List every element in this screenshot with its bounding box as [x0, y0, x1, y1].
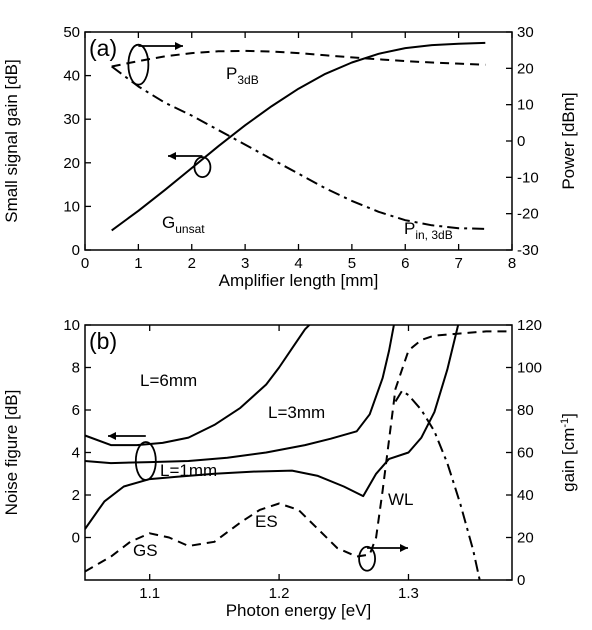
- panel-a-y-axis-title: Small signal gain [dB]: [2, 59, 21, 222]
- panel-a-y2-tick-label: 10: [517, 97, 534, 114]
- panel-b-y2-tick-label: 60: [517, 445, 534, 462]
- panel-b-panel-tag: (b): [89, 328, 117, 354]
- label-pin3db: Pin, 3dB: [404, 219, 453, 242]
- panel-a-x-tick-label: 2: [188, 255, 196, 272]
- label-l3mm: L=3mm: [268, 403, 325, 422]
- panel-b-series-gain-ground-state: [85, 330, 512, 573]
- label-p3db-main: P: [226, 64, 237, 83]
- panel-a-y-tick-label: 40: [63, 68, 80, 85]
- panel-a-x-tick-label: 5: [348, 255, 356, 272]
- panel-a-y-tick-label: 20: [63, 155, 80, 172]
- panel-b-y2-axis-title: gain [cm-1]: [559, 413, 578, 492]
- panel-b-y-tick-label: 0: [72, 530, 80, 547]
- panel-b-y2-axis-title-tail: ]: [559, 413, 578, 418]
- label-l6mm: L=6mm: [140, 371, 197, 390]
- b-left-axis-marker-arrow-head: [108, 432, 116, 440]
- panel-b-series-l-3mm: [85, 325, 395, 465]
- panel-b-y-tick-label: 8: [72, 360, 80, 377]
- panel-a-x-tick-label: 7: [454, 255, 462, 272]
- panel-b-y-tick-label: 10: [63, 317, 80, 334]
- panel-a-y2-axis-title: Power [dBm]: [559, 92, 578, 189]
- a-right-axis-marker-arrow-head: [175, 42, 183, 50]
- a-right-axis-marker-ellipse: [127, 43, 150, 86]
- label-gunsat: Gunsat: [162, 213, 205, 236]
- panel-b-x-axis-title: Photon energy [eV]: [226, 601, 372, 620]
- panel-a-x-tick-label: 8: [508, 255, 516, 272]
- panel-b-y2-tick-label: 40: [517, 487, 534, 504]
- panel-a-y2-tick-label: 20: [517, 60, 534, 77]
- panel-a-x-tick-label: 0: [81, 255, 89, 272]
- panel-b-y2-tick-label: 20: [517, 530, 534, 547]
- panel-b-x-tick-label: 1.3: [398, 585, 419, 602]
- panel-a-y-tick-label: 10: [63, 198, 80, 215]
- b-left-axis-marker-ellipse: [134, 441, 157, 481]
- label-l1mm: L=1mm: [160, 461, 217, 480]
- panel-b-y2-tick-label: 0: [517, 572, 525, 589]
- panel-a-series-p-in-3db: [111, 65, 486, 230]
- panel-b-series-gain-wetting-layer: [394, 389, 481, 580]
- label-gunsat-sub: unsat: [175, 222, 205, 236]
- panel-b-x-tick-label: 1.1: [139, 585, 160, 602]
- panel-a-x-axis-title: Amplifier length [mm]: [219, 271, 379, 290]
- label-pin3db-sub: in, 3dB: [415, 228, 452, 242]
- label-p3db: P3dB: [226, 64, 259, 87]
- panel-a-y-tick-label: 0: [72, 242, 80, 259]
- panel-a-panel-tag: (a): [89, 35, 117, 61]
- panel-a-series-p-3db: [111, 49, 486, 68]
- panel-a-y-tick-label: 30: [63, 111, 80, 128]
- panel-b-y-tick-label: 4: [72, 445, 80, 462]
- a-left-axis-marker-ellipse: [193, 156, 212, 179]
- panel-a-y2-tick-label: 30: [517, 24, 534, 41]
- a-left-axis-marker-arrow-head: [168, 152, 176, 160]
- label-es: ES: [255, 512, 278, 531]
- panel-b-y-axis-title: Noise figure [dB]: [2, 390, 21, 516]
- label-wl: WL: [388, 490, 414, 509]
- panel-a-x-tick-label: 1: [134, 255, 142, 272]
- panel-a-chart: 0 1 2 3 4 5 6 7 8 0 10 20 30 40 50 -30 -20 -10 0 10 20 30 Ampl…: [2, 24, 578, 290]
- panel-b-y-tick-label: 6: [72, 402, 80, 419]
- label-p3db-sub: 3dB: [237, 73, 258, 87]
- panel-a-y2-tick-label: -20: [517, 206, 539, 223]
- panel-b-x-tick-label: 1.2: [269, 585, 290, 602]
- panel-b-y2-axis-title-sup: -1: [559, 418, 571, 428]
- panel-a-y-tick-label: 50: [63, 24, 80, 41]
- b-right-axis-marker-arrow-head: [400, 544, 408, 552]
- panel-a-series-g-unsat: [111, 41, 486, 232]
- panel-b-y2-axis-title-text: gain [cm: [559, 428, 578, 492]
- panel-b-y2-tick-label: 80: [517, 402, 534, 419]
- panel-a-x-tick-label: 6: [401, 255, 409, 272]
- panel-a-y2-axis-title-text: Power [dBm]: [559, 92, 578, 189]
- label-gunsat-main: G: [162, 213, 175, 232]
- panel-a-y2-tick-label: -10: [517, 169, 539, 186]
- panel-a-y2-tick-label: -30: [517, 242, 539, 259]
- panel-a-x-tick-label: 4: [294, 255, 302, 272]
- panel-b-y-tick-label: 2: [72, 487, 80, 504]
- panel-b-y2-tick-label: 100: [517, 360, 542, 377]
- panel-a-x-tick-label: 3: [241, 255, 249, 272]
- label-gs: GS: [133, 541, 158, 560]
- label-pin3db-main: P: [404, 219, 415, 238]
- panel-b-series-l-6mm: [85, 325, 311, 447]
- panel-a-y2-tick-label: 0: [517, 133, 525, 150]
- panel-b-y2-tick-label: 120: [517, 317, 542, 334]
- b-right-axis-marker-ellipse: [358, 545, 376, 572]
